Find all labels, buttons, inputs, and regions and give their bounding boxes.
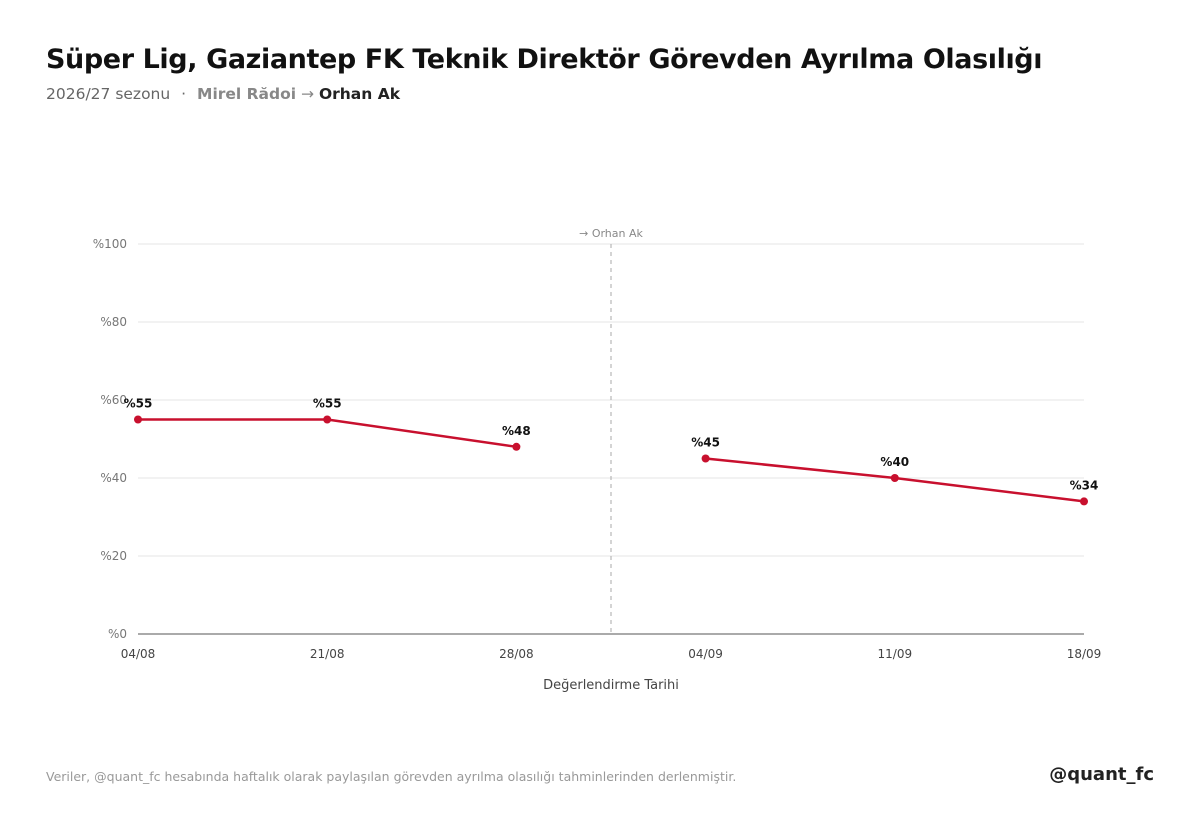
- y-tick-label: %100: [93, 237, 127, 251]
- subtitle-separator: ·: [181, 85, 187, 103]
- data-label: %45: [691, 436, 720, 450]
- previous-coach: Mirel Rădoi: [197, 85, 297, 103]
- season-label: 2026/27 sezonu: [46, 85, 171, 103]
- y-tick-label: %40: [100, 471, 127, 485]
- data-point: [701, 454, 710, 463]
- y-tick-label: %20: [100, 549, 127, 563]
- coach-change-label: → Orhan Ak: [579, 227, 643, 240]
- x-tick-label: 04/09: [688, 647, 723, 661]
- x-tick-label: 04/08: [121, 647, 156, 661]
- data-point: [512, 442, 521, 451]
- x-axis-ticks: 04/08 21/08 28/08 04/09 11/09 18/09: [121, 647, 1102, 661]
- data-label: %34: [1070, 478, 1099, 492]
- data-label: %55: [313, 397, 342, 411]
- y-tick-label: %60: [100, 393, 127, 407]
- data-label: %55: [124, 397, 153, 411]
- data-point: [134, 415, 142, 424]
- x-tick-label: 18/09: [1067, 647, 1102, 661]
- source-note: Veriler, @quant_fc hesabında haftalık ol…: [46, 769, 737, 784]
- data-point: [890, 474, 899, 482]
- data-label: %48: [502, 424, 531, 438]
- data-point: [323, 415, 332, 424]
- chart-title: Süper Lig, Gaziantep FK Teknik Direktör …: [46, 44, 1043, 75]
- y-tick-label: %80: [100, 315, 127, 329]
- author-handle: @quant_fc: [1049, 764, 1154, 785]
- data-label: %40: [880, 455, 909, 469]
- x-tick-label: 21/08: [310, 647, 345, 661]
- x-axis-label: Değerlendirme Tarihi: [543, 678, 679, 693]
- data-labels: %55 %55 %48 %45 %40 %34: [124, 397, 1099, 493]
- coach-change-annotation: → Orhan Ak: [579, 227, 644, 634]
- x-tick-label: 28/08: [499, 647, 534, 661]
- series-line: [138, 418, 517, 449]
- data-point: [1080, 497, 1088, 506]
- current-coach: Orhan Ak: [318, 85, 401, 103]
- x-tick-label: 11/09: [878, 647, 913, 661]
- chart-subtitle: 2026/27 sezonu · Mirel Rădoi → Orhan Ak: [46, 85, 400, 103]
- data-points: [134, 415, 1088, 506]
- coach-change-arrow: →: [301, 85, 315, 103]
- y-axis-ticks: %0 %20 %40 %60 %80 %100: [93, 237, 127, 641]
- y-tick-label: %0: [108, 627, 127, 641]
